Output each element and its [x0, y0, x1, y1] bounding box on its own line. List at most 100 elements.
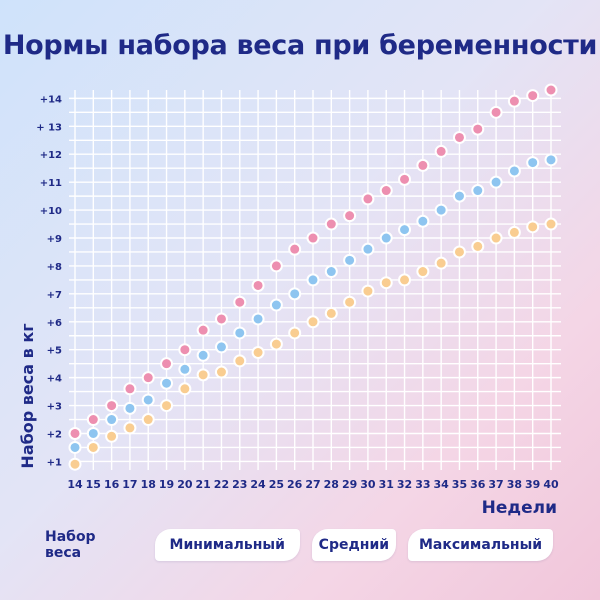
- point-max: [471, 122, 485, 136]
- x-tick-label: 32: [397, 478, 412, 491]
- point-avg: [196, 348, 210, 362]
- point-max: [178, 343, 192, 357]
- point-max: [526, 89, 540, 103]
- point-max: [379, 184, 393, 198]
- y-tick-label: +8: [47, 262, 62, 273]
- y-tick-label: + 13: [36, 122, 62, 133]
- point-avg: [507, 164, 521, 178]
- x-tick-label: 20: [177, 478, 193, 491]
- x-tick-label: 18: [141, 478, 156, 491]
- x-tick-label: 33: [415, 478, 430, 491]
- point-min: [269, 337, 283, 351]
- point-max: [288, 242, 302, 256]
- point-max: [123, 382, 137, 396]
- x-tick-label: 38: [507, 478, 522, 491]
- point-max: [251, 278, 265, 292]
- point-min: [105, 429, 119, 443]
- point-avg: [452, 189, 466, 203]
- y-axis-label: Набор веса в кг: [18, 323, 37, 468]
- point-min: [306, 315, 320, 329]
- x-axis-ticks: 14 15 16 17 18 19 20 21 22 23 24 25 26 27 28 29 30 31 32 33…: [67, 478, 559, 491]
- point-min: [288, 326, 302, 340]
- legend-item-avg: Средний: [311, 529, 396, 561]
- x-tick-label: 24: [250, 478, 266, 491]
- point-max: [398, 172, 412, 186]
- point-min: [434, 256, 448, 270]
- point-min: [178, 382, 192, 396]
- point-min: [544, 217, 558, 231]
- y-tick-label: +4: [47, 374, 62, 385]
- point-avg: [471, 184, 485, 198]
- x-tick-label: 29: [342, 478, 357, 491]
- point-avg: [233, 326, 247, 340]
- point-min: [214, 365, 228, 379]
- point-max: [68, 426, 82, 440]
- y-tick-label: +12: [40, 150, 62, 161]
- point-avg: [379, 231, 393, 245]
- y-tick-label: +10: [40, 206, 62, 217]
- y-tick-label: +11: [40, 178, 62, 189]
- point-max: [105, 399, 119, 413]
- point-avg: [434, 203, 448, 217]
- legend-item-max-label: Максимальный: [418, 537, 543, 553]
- point-avg: [68, 440, 82, 454]
- y-tick-label: +1: [47, 457, 62, 468]
- point-max: [343, 209, 357, 223]
- point-max: [269, 259, 283, 273]
- x-tick-label: 23: [232, 478, 247, 491]
- point-avg: [489, 175, 503, 189]
- point-max: [361, 192, 375, 206]
- point-avg: [398, 223, 412, 237]
- y-tick-label: +6: [47, 318, 62, 329]
- point-avg: [416, 214, 430, 228]
- point-max: [141, 371, 155, 385]
- x-tick-label: 21: [195, 478, 210, 491]
- point-min: [507, 225, 521, 239]
- x-tick-label: 34: [433, 478, 449, 491]
- x-tick-label: 31: [379, 478, 394, 491]
- point-min: [324, 306, 338, 320]
- y-tick-label: +9: [47, 234, 62, 245]
- point-avg: [123, 401, 137, 415]
- point-min: [471, 239, 485, 253]
- point-max: [233, 295, 247, 309]
- point-avg: [86, 426, 100, 440]
- point-min: [86, 440, 100, 454]
- x-tick-label: 30: [360, 478, 376, 491]
- y-axis-ticks: +1 +2 +3 +4 +5 +6 +7 +8 +9 +10 +11 +12 + 13 +14: [36, 94, 62, 468]
- x-tick-label: 28: [324, 478, 339, 491]
- legend-label: Набор веса: [45, 529, 96, 561]
- x-tick-label: 36: [470, 478, 486, 491]
- point-max: [507, 94, 521, 108]
- point-avg: [105, 413, 119, 427]
- data-points: [68, 83, 558, 471]
- point-avg: [214, 340, 228, 354]
- x-tick-label: 27: [305, 478, 320, 491]
- point-min: [416, 265, 430, 279]
- x-tick-label: 40: [543, 478, 559, 491]
- point-avg: [178, 362, 192, 376]
- point-min: [123, 421, 137, 435]
- point-avg: [288, 287, 302, 301]
- point-max: [452, 130, 466, 144]
- x-tick-label: 17: [122, 478, 137, 491]
- point-min: [196, 368, 210, 382]
- x-tick-label: 35: [452, 478, 467, 491]
- point-min: [452, 245, 466, 259]
- point-min: [526, 220, 540, 234]
- y-tick-label: +2: [47, 429, 62, 440]
- x-tick-label: 26: [287, 478, 303, 491]
- y-tick-label: +3: [47, 402, 62, 413]
- x-axis-label: Недели: [482, 498, 557, 518]
- point-max: [416, 158, 430, 172]
- point-avg: [526, 156, 540, 170]
- x-tick-label: 19: [159, 478, 174, 491]
- point-avg: [141, 393, 155, 407]
- point-max: [160, 357, 174, 371]
- point-max: [214, 312, 228, 326]
- x-tick-label: 22: [214, 478, 229, 491]
- x-tick-label: 16: [104, 478, 120, 491]
- point-avg: [544, 153, 558, 167]
- point-min: [68, 457, 82, 471]
